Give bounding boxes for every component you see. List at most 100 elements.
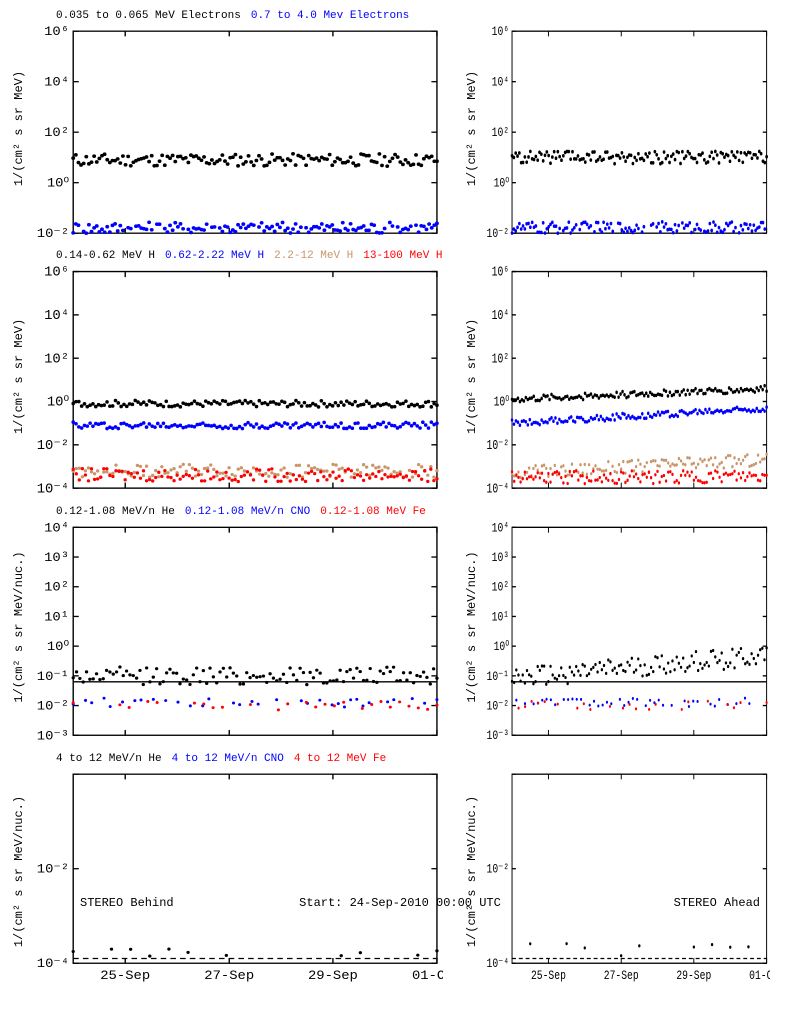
svg-text:10¹: 10¹ — [491, 609, 508, 625]
svg-text:10⁰: 10⁰ — [47, 395, 70, 411]
panel-row2-col0: 1/(cm² s sr MeV/nuc.)0.12-1.08 MeV/n He0… — [10, 506, 443, 749]
panel-titles — [479, 506, 771, 522]
series-legend-label: 0.12-1.08 MeV/n CNO — [185, 506, 310, 522]
svg-text:10⁻³: 10⁻³ — [486, 728, 509, 744]
chart-svg: 10⁻²10⁰10²10⁴10⁶ — [26, 26, 443, 246]
plot-area: 10⁻⁴10⁻²25-Sep27-Sep29-Sep01-Oct — [479, 753, 771, 989]
panel-row1-col0: 1/(cm² s sr MeV)0.14-0.62 MeV H0.62-2.22… — [10, 250, 443, 502]
plot-area: 0.035 to 0.065 MeV Electrons0.7 to 4.0 M… — [26, 10, 443, 246]
chart-svg: 10⁻³ 10⁻² 10⁻¹ 10⁰ 10¹ 10² 10³ 10⁴ — [479, 522, 771, 749]
svg-text:25-Sep: 25-Sep — [530, 968, 565, 983]
series-legend-label: 0.12-1.08 MeV Fe — [320, 506, 426, 522]
chart-svg: 10⁻⁴10⁻²25-Sep27-Sep29-Sep01-Oct — [479, 769, 771, 989]
series-legend-label: 2.2-12 MeV H — [274, 250, 353, 266]
svg-text:10¹: 10¹ — [44, 611, 69, 626]
chart-svg: 10⁻² 10⁰ 10² 10⁴ 10⁶ — [479, 26, 771, 246]
svg-text:27-Sep: 27-Sep — [603, 968, 638, 983]
svg-text:10³: 10³ — [44, 551, 69, 566]
y-axis-label: 1/(cm² s sr MeV/nuc.) — [10, 753, 26, 989]
svg-text:10²: 10² — [44, 351, 69, 367]
plot-area: 4 to 12 MeV/n He 4 to 12 MeV/n CNO 4 to 12… — [26, 753, 443, 989]
panel-row0-col1: 1/(cm² s sr MeV) 10⁻² 10⁰ 10² 10⁴ 10⁶ — [463, 10, 771, 246]
plot-area: 10⁻⁴ 10⁻² 10⁰ 10² 10⁴ 10⁶ — [479, 250, 771, 502]
panel-row3-col0: 1/(cm² s sr MeV/nuc.)4 to 12 MeV/n He4 t… — [10, 753, 443, 989]
panel-titles — [479, 250, 771, 266]
footer-center: Start: 24-Sep-2010 00:00 UTC — [299, 896, 501, 910]
svg-text:10²: 10² — [491, 126, 508, 141]
svg-text:10²: 10² — [491, 351, 508, 367]
series-legend-label: 4 to 12 MeV Fe — [294, 753, 386, 769]
svg-text:10⁻⁴: 10⁻⁴ — [486, 957, 509, 972]
svg-text:10⁴: 10⁴ — [44, 76, 69, 90]
svg-text:10⁻²: 10⁻² — [486, 438, 509, 454]
series-legend-label: 4 to 12 MeV/n CNO — [172, 753, 284, 769]
y-axis-label: 1/(cm² s sr MeV/nuc.) — [10, 506, 26, 749]
series-legend-label: 0.7 to 4.0 Mev Electrons — [251, 10, 409, 26]
svg-text:10⁴: 10⁴ — [44, 522, 69, 536]
svg-text:10⁻¹: 10⁻¹ — [37, 670, 69, 685]
svg-text:10⁻²: 10⁻² — [486, 227, 509, 242]
chart-svg: 10⁻⁴ 10⁻² 10⁰ 10² 10⁴ 10⁶ — [479, 266, 771, 502]
svg-text:10⁻⁴: 10⁻⁴ — [37, 957, 69, 971]
svg-text:10⁻²: 10⁻² — [37, 863, 69, 877]
chart-grid: 1/(cm² s sr MeV)0.035 to 0.065 MeV Elect… — [0, 0, 800, 880]
svg-text:10²: 10² — [44, 581, 69, 596]
svg-text:10³: 10³ — [491, 550, 508, 566]
svg-text:10⁰: 10⁰ — [493, 394, 509, 410]
chart-svg: 10⁻⁴ 10⁻² 25-Sep 27-Sep 29-Sep 01-Oct — [26, 769, 443, 989]
svg-text:10⁰: 10⁰ — [47, 640, 70, 656]
svg-text:10⁻²: 10⁻² — [37, 438, 69, 454]
svg-text:10⁴: 10⁴ — [491, 75, 508, 90]
svg-text:10⁰: 10⁰ — [493, 176, 509, 191]
plot-area: 10⁻² 10⁰ 10² 10⁴ 10⁶ — [479, 10, 771, 246]
svg-text:10⁻²: 10⁻² — [37, 227, 69, 241]
series-legend-label: 0.12-1.08 MeV/n He — [56, 506, 175, 522]
y-axis-label: 1/(cm² s sr MeV/nuc.) — [463, 506, 479, 749]
plot-area: 10⁻³ 10⁻² 10⁻¹ 10⁰ 10¹ 10² 10³ 10⁴ — [479, 506, 771, 749]
series-legend-label: 4 to 12 MeV/n He — [56, 753, 162, 769]
plot-area: 0.14-0.62 MeV H0.62-2.22 MeV H2.2-12 MeV… — [26, 250, 443, 502]
panel-titles: 0.14-0.62 MeV H0.62-2.22 MeV H2.2-12 MeV… — [26, 250, 443, 266]
plot-area: 0.12-1.08 MeV/n He 0.12-1.08 MeV/n CNO 0.1… — [26, 506, 443, 749]
footer-left: STEREO Behind — [80, 896, 174, 910]
panel-titles — [479, 753, 771, 769]
svg-text:01-Oct: 01-Oct — [749, 968, 770, 983]
panel-row1-col1: 1/(cm² s sr MeV) 10⁻⁴ 10⁻² 10⁰ 10² 10⁴ 10⁶ — [463, 250, 771, 502]
svg-text:10⁴: 10⁴ — [491, 308, 508, 324]
panel-row0-col0: 1/(cm² s sr MeV)0.035 to 0.065 MeV Elect… — [10, 10, 443, 246]
svg-text:10⁻⁴: 10⁻⁴ — [37, 481, 69, 497]
panel-titles — [479, 10, 771, 26]
y-axis-label: 1/(cm² s sr MeV/nuc.) — [463, 753, 479, 989]
svg-text:10⁻²: 10⁻² — [486, 698, 509, 714]
series-legend-label: 13-100 MeV H — [363, 250, 442, 266]
svg-text:10⁻¹: 10⁻¹ — [486, 669, 509, 685]
svg-text:10⁶: 10⁶ — [44, 26, 69, 40]
y-axis-label: 1/(cm² s sr MeV) — [10, 10, 26, 246]
panel-titles: 4 to 12 MeV/n He 4 to 12 MeV/n CNO 4 to 12… — [26, 753, 443, 769]
panel-titles: 0.035 to 0.065 MeV Electrons0.7 to 4.0 M… — [26, 10, 443, 26]
svg-text:10²: 10² — [44, 126, 69, 140]
series-legend-label: 0.62-2.22 MeV H — [165, 250, 264, 266]
svg-text:29-Sep: 29-Sep — [308, 969, 358, 983]
svg-text:25-Sep: 25-Sep — [100, 969, 150, 983]
svg-text:10⁻³: 10⁻³ — [37, 730, 69, 745]
svg-text:10⁻²: 10⁻² — [486, 862, 509, 877]
svg-text:10⁶: 10⁶ — [491, 266, 508, 280]
svg-text:01-Oct: 01-Oct — [412, 969, 443, 983]
panel-row3-col1: 1/(cm² s sr MeV/nuc.) 10⁻⁴ 10⁻² 25-Sep 27-Se… — [463, 753, 771, 989]
y-axis-label: 1/(cm² s sr MeV) — [463, 250, 479, 502]
svg-text:10⁴: 10⁴ — [491, 522, 508, 536]
svg-text:10⁻⁴: 10⁻⁴ — [486, 481, 509, 497]
panel-titles: 0.12-1.08 MeV/n He 0.12-1.08 MeV/n CNO 0.1… — [26, 506, 443, 522]
footer-right: STEREO Ahead — [674, 896, 760, 910]
svg-text:10⁶: 10⁶ — [44, 266, 69, 281]
svg-text:27-Sep: 27-Sep — [204, 969, 254, 983]
y-axis-label: 1/(cm² s sr MeV) — [463, 10, 479, 246]
svg-text:10⁶: 10⁶ — [491, 26, 508, 40]
svg-text:10²: 10² — [491, 579, 508, 595]
chart-svg: 10⁻³ 10⁻² 10⁻¹ 10⁰ 10¹ 10² 10³ 10⁴ — [26, 522, 443, 749]
chart-svg: 10⁻⁴10⁻²10⁰10²10⁴10⁶ — [26, 266, 443, 502]
panel-row2-col1: 1/(cm² s sr MeV/nuc.)10⁻³10⁻²10⁻¹10⁰10¹1… — [463, 506, 771, 749]
svg-text:10⁰: 10⁰ — [493, 639, 509, 655]
svg-text:10⁻²: 10⁻² — [37, 700, 69, 715]
